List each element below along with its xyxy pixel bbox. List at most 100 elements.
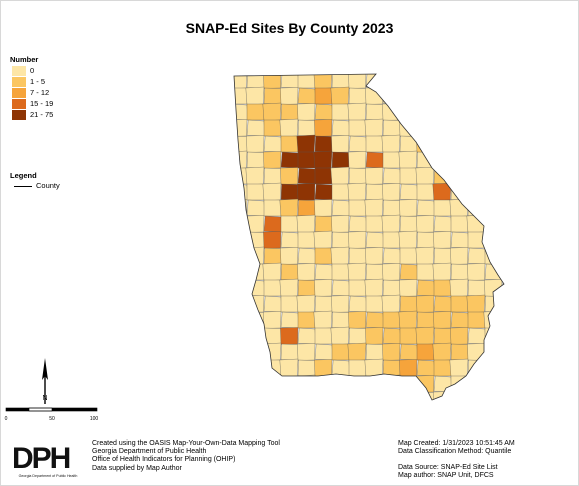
county-shape (382, 359, 401, 377)
legend-title: Legend (10, 171, 37, 180)
county-shape (314, 375, 333, 393)
county-shape (331, 215, 350, 233)
county-shape (348, 375, 367, 393)
georgia-map-svg (233, 73, 505, 401)
county-shape (330, 246, 350, 265)
county-shape (416, 343, 435, 361)
legend-heading: Number (10, 55, 39, 64)
county-shape (263, 167, 282, 185)
county-shape (279, 278, 299, 297)
county-shape (263, 327, 282, 345)
county-shape (331, 263, 350, 281)
county-shape (365, 391, 384, 400)
county-shape (297, 103, 316, 121)
county-shape (483, 74, 503, 89)
county-shape (399, 135, 418, 153)
county-shape (313, 390, 333, 400)
county-shape (297, 199, 316, 217)
county-shape (297, 231, 316, 249)
county-shape (399, 263, 418, 281)
county-shape (364, 118, 384, 137)
county-shape (297, 87, 316, 105)
county-shape (348, 119, 367, 137)
county-shape (365, 135, 384, 153)
county-shape (314, 247, 333, 265)
county-shape (263, 87, 282, 105)
county-shape (416, 103, 435, 121)
county-shape (245, 86, 265, 105)
county-shape (500, 246, 504, 265)
county-shape (348, 279, 367, 297)
credit-line: Data supplied by Map Author (92, 464, 182, 472)
county-shape (449, 118, 469, 137)
county-shape (297, 359, 316, 377)
county-shape (348, 231, 367, 249)
county-shape (314, 87, 333, 105)
county-shape (399, 199, 418, 217)
county-shape (365, 311, 384, 329)
county-layer (234, 74, 504, 400)
county-shape (280, 167, 299, 185)
county-shape (297, 183, 316, 201)
county-shape (246, 311, 265, 329)
county-shape (399, 119, 418, 137)
county-shape (234, 327, 248, 345)
county-shape (450, 295, 469, 313)
legend-label: 0 (30, 66, 35, 75)
county-shape (262, 102, 282, 121)
county-shape (382, 263, 401, 281)
county-shape (382, 343, 401, 361)
county-shape (246, 391, 265, 400)
credit-line: Created using the OASIS Map-Your-Own-Dat… (92, 440, 280, 447)
county-shape (234, 87, 248, 105)
county-shape (382, 199, 401, 217)
county-shape (382, 87, 401, 105)
county-shape (450, 167, 469, 185)
county-shape (467, 311, 486, 329)
county-shape (280, 263, 299, 281)
county-shape (398, 390, 418, 400)
county-shape (331, 119, 350, 137)
county-shape (381, 294, 401, 313)
county-shape (234, 247, 248, 265)
county-shape (314, 279, 333, 297)
county-shape (263, 215, 282, 233)
county-shape (398, 230, 418, 249)
county-shape (483, 390, 503, 400)
county-shape (297, 167, 316, 185)
dph-logo: DPH Georgia Department of Public Health (12, 442, 77, 478)
county-shape (234, 119, 248, 137)
county-shape (348, 359, 367, 377)
county-shape (483, 310, 503, 329)
county-shape (433, 119, 452, 137)
county-shape (500, 166, 504, 185)
county-shape (500, 86, 504, 105)
county-shape (433, 295, 452, 313)
credit-line: Office of Health Indicators for Planning… (92, 456, 236, 464)
county-shape (365, 183, 384, 201)
county-shape (364, 198, 384, 217)
county-shape (331, 391, 350, 400)
county-shape (280, 151, 299, 169)
county-shape (415, 166, 435, 185)
county-shape (399, 103, 418, 121)
county-shape (297, 74, 316, 89)
county-shape (347, 182, 367, 201)
county-shape (314, 119, 333, 137)
county-shape (484, 375, 503, 393)
county-shape (416, 263, 435, 281)
county-shape (234, 150, 248, 169)
county-shape (246, 135, 265, 153)
county-shape (433, 375, 452, 393)
county-shape (297, 391, 316, 400)
county-shape (467, 247, 486, 265)
county-shape (399, 295, 418, 313)
county-shape (331, 311, 350, 329)
county-shape (501, 359, 504, 377)
county-shape (399, 375, 418, 393)
county-shape (234, 375, 248, 393)
county-shape (466, 294, 486, 313)
county-shape (280, 327, 299, 345)
north-arrow-icon: N (42, 358, 48, 404)
county-shape (365, 151, 384, 169)
